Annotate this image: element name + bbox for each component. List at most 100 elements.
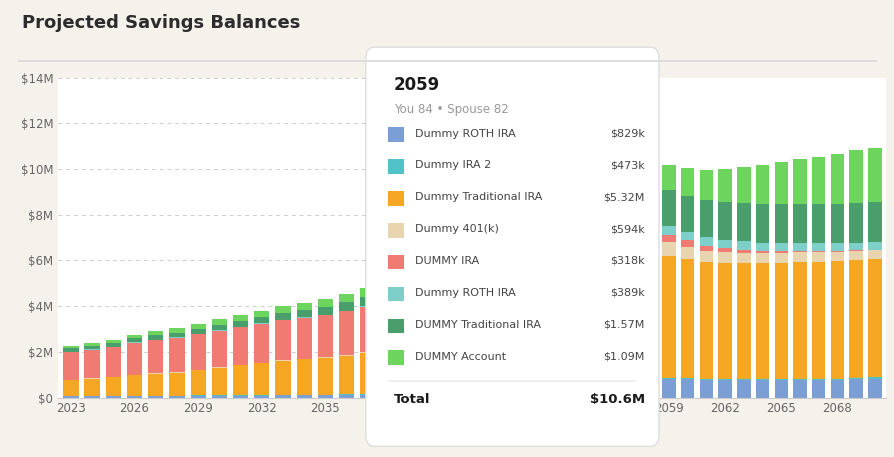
Bar <box>148 396 164 398</box>
Bar <box>444 393 460 398</box>
Text: $10.6M: $10.6M <box>589 393 645 406</box>
Bar <box>755 243 769 251</box>
Bar <box>811 204 824 244</box>
Bar <box>359 352 375 353</box>
Bar <box>680 196 694 232</box>
Bar <box>811 380 824 398</box>
Bar <box>317 314 333 315</box>
Bar <box>699 250 713 262</box>
Bar <box>212 319 227 325</box>
Bar <box>381 302 396 350</box>
Bar <box>444 343 460 393</box>
Text: Total: Total <box>393 393 430 406</box>
Text: Dummy ROTH IRA: Dummy ROTH IRA <box>415 288 515 298</box>
Bar <box>737 253 750 263</box>
Bar <box>254 395 269 398</box>
Bar <box>680 378 694 379</box>
Bar <box>359 394 375 398</box>
Bar <box>127 338 142 342</box>
Bar <box>169 338 184 372</box>
Bar <box>63 348 79 352</box>
Bar <box>317 315 333 357</box>
Bar <box>830 204 843 244</box>
Bar <box>275 361 291 395</box>
Bar <box>169 396 184 398</box>
Bar <box>105 347 121 377</box>
Bar <box>867 259 881 377</box>
Bar <box>737 250 750 253</box>
Bar <box>718 249 731 253</box>
Bar <box>680 232 694 240</box>
Bar <box>190 335 206 370</box>
Bar <box>296 359 311 395</box>
Bar <box>84 396 99 398</box>
Bar <box>254 317 269 324</box>
Bar <box>699 170 713 200</box>
Bar <box>381 350 396 351</box>
Bar <box>680 168 694 196</box>
Bar <box>275 395 291 398</box>
Bar <box>699 237 713 246</box>
Bar <box>388 223 403 238</box>
Bar <box>867 377 881 378</box>
Bar <box>773 243 787 251</box>
Bar <box>867 202 881 242</box>
Bar <box>737 167 750 203</box>
Bar <box>848 379 862 398</box>
Bar <box>388 255 403 270</box>
Text: Projected Savings Balances: Projected Savings Balances <box>22 14 300 32</box>
Text: $5.32M: $5.32M <box>603 192 645 202</box>
Bar <box>84 345 99 349</box>
Bar <box>127 342 142 343</box>
Bar <box>773 162 787 204</box>
Bar <box>718 170 731 202</box>
Bar <box>169 337 184 338</box>
Text: DUMMY Account: DUMMY Account <box>415 351 506 361</box>
Bar <box>755 165 769 204</box>
Bar <box>718 379 731 380</box>
Bar <box>339 356 354 394</box>
Text: DUMMY Traditional IRA: DUMMY Traditional IRA <box>415 320 541 329</box>
Bar <box>737 203 750 241</box>
Bar <box>718 380 731 398</box>
Bar <box>232 315 248 321</box>
Bar <box>105 343 121 347</box>
Bar <box>662 226 675 235</box>
Bar <box>755 380 769 398</box>
Bar <box>388 287 403 301</box>
Bar <box>680 379 694 398</box>
Bar <box>792 380 805 398</box>
Bar <box>848 150 862 203</box>
Bar <box>359 307 375 352</box>
Bar <box>296 303 311 310</box>
Bar <box>402 347 417 348</box>
Bar <box>317 307 333 314</box>
Bar <box>169 395 184 396</box>
Bar <box>359 353 375 394</box>
Bar <box>339 294 354 303</box>
Bar <box>830 251 843 261</box>
Bar <box>680 240 694 247</box>
Bar <box>190 370 206 395</box>
Bar <box>275 306 291 313</box>
Bar <box>317 357 333 358</box>
Bar <box>339 355 354 356</box>
Bar <box>424 393 439 394</box>
Text: $318k: $318k <box>610 256 645 266</box>
Bar <box>105 396 121 398</box>
Bar <box>867 378 881 398</box>
Bar <box>699 378 713 380</box>
Bar <box>830 261 843 378</box>
Bar <box>148 335 164 340</box>
Bar <box>402 348 417 394</box>
Bar <box>84 349 99 350</box>
Bar <box>232 327 248 365</box>
Bar <box>190 396 206 398</box>
Text: $594k: $594k <box>610 224 645 234</box>
Bar <box>232 366 248 395</box>
Bar <box>381 282 396 292</box>
Bar <box>169 333 184 337</box>
Bar <box>424 292 439 345</box>
Bar <box>359 297 375 306</box>
Bar <box>662 191 675 226</box>
